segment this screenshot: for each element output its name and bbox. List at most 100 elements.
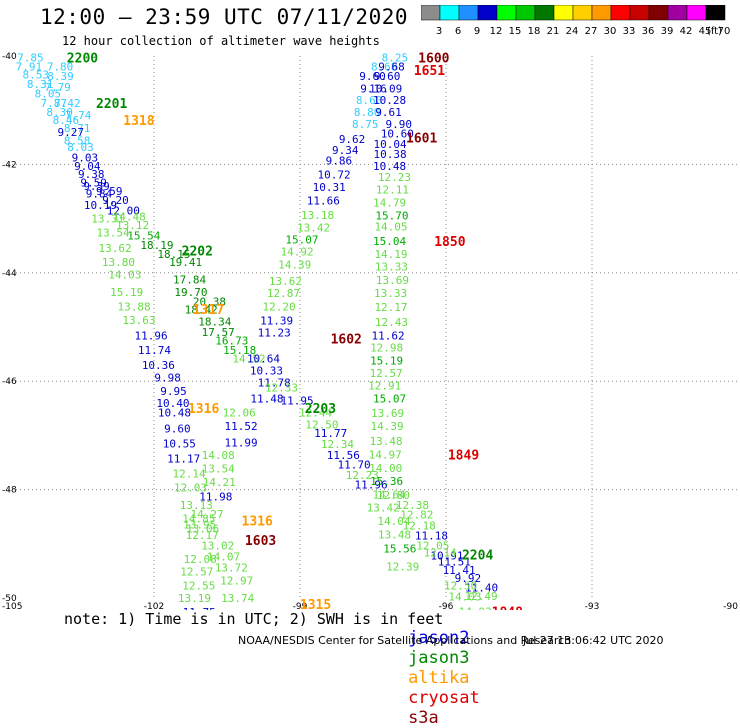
swh-point: 10.72 <box>318 169 351 182</box>
swh-point: 12.14 <box>172 467 205 480</box>
time-label: 2204 <box>462 549 493 564</box>
swh-point: 12.39 <box>386 561 419 574</box>
swh-point: 18.34 <box>198 316 231 329</box>
swh-point: 13.18 <box>301 209 334 222</box>
swh-point: 13.63 <box>122 314 155 327</box>
swh-point: 10.48 <box>373 160 406 173</box>
swh-point: 11.48 <box>250 393 283 406</box>
swh-point: 12.98 <box>370 342 403 355</box>
swh-point: 7.79 <box>44 81 71 94</box>
colorbar-label: 70 <box>718 26 731 37</box>
swh-point: 13.33 <box>375 260 408 273</box>
swh-point: 13.54 <box>97 227 130 240</box>
swh-point: 7.74 <box>65 109 92 122</box>
swh-point: 14.00 <box>369 462 402 475</box>
y-tick-label: -48 <box>2 486 17 496</box>
colorbar-label: 12 <box>490 26 503 37</box>
swh-point: 8.75 <box>352 118 379 131</box>
colorbar-label: 21 <box>547 26 560 37</box>
time-label: 1600 <box>418 52 449 67</box>
swh-point: 15.54 <box>127 229 160 242</box>
swh-point: 12.50 <box>305 419 338 432</box>
time-label: 1315 <box>300 598 331 610</box>
swh-point: 11.17 <box>167 453 200 466</box>
x-tick-label: -96 <box>439 602 454 610</box>
swh-point: 13.33 <box>374 287 407 300</box>
swh-point: 12.80 <box>377 489 410 502</box>
y-tick-label: -40 <box>2 52 17 62</box>
legend-s3a: s3a <box>408 708 439 728</box>
swh-point: 17.57 <box>202 326 235 339</box>
swh-point: 15.36 <box>370 475 403 488</box>
swh-point: 8.03 <box>67 141 94 154</box>
swh-point: 12.49 <box>464 590 497 603</box>
swh-point: 14.21 <box>203 476 236 489</box>
swh-point: 9.60 <box>374 70 401 83</box>
swh-point: 15.04 <box>373 235 406 248</box>
y-tick-label: -44 <box>2 269 17 279</box>
time-label: 1849 <box>448 448 479 463</box>
colorbar-unit: (ft) <box>707 26 722 37</box>
swh-point: 9.03 <box>72 151 99 164</box>
swh-point: 15.19 <box>110 286 143 299</box>
swh-point: 7.91 <box>16 60 43 73</box>
colorbar-label: 15 <box>509 26 522 37</box>
time-label: 2200 <box>67 52 98 67</box>
swh-point: 11.18 <box>415 530 448 543</box>
color-scale-legend: 3 6 9 12 15 18 21 24 27 30 33 36 39 42 45 70(ft) <box>421 5 731 37</box>
timestamp-text: Jul 27 13:06:42 UTC 2020 <box>523 634 664 647</box>
swh-point: 8.80 <box>354 106 381 119</box>
colorbar-label: 36 <box>642 26 655 37</box>
swh-point: 12.33 <box>265 382 298 395</box>
swh-point: 8.39 <box>47 70 74 83</box>
swh-point: 12.17 <box>186 529 219 542</box>
swh-point: 14.97 <box>369 448 402 461</box>
swh-point: 12.87 <box>267 287 300 300</box>
swh-point: 9.59 <box>96 185 123 198</box>
x-tick-label: -93 <box>585 602 600 610</box>
swh-point: 13.88 <box>117 300 150 313</box>
plot-area: -105 -102 -99 -96 -93 -90 -40 -42 -44 -46 -48 -50 7.… <box>2 52 738 610</box>
swh-point: 8.05 <box>35 87 62 100</box>
swh-point: 12.23 <box>346 469 379 482</box>
swh-point: 11.39 <box>260 314 293 327</box>
swh-point: 12.82 <box>400 509 433 522</box>
swh-point: 13.48 <box>370 435 403 448</box>
swh-point: 11.52 <box>225 420 258 433</box>
y-tick-label: -42 <box>2 160 17 170</box>
swh-point: 11.78 <box>258 376 291 389</box>
x-tick-label: -102 <box>144 602 164 610</box>
time-label: 1317 <box>193 303 224 318</box>
swh-point: 8.25 <box>382 52 409 65</box>
time-label: 1603 <box>245 534 276 549</box>
swh-point: 11.74 <box>138 344 171 357</box>
swh-point: 10.36 <box>142 359 175 372</box>
swh-point: 10.38 <box>373 148 406 161</box>
swh-point: 9.16 <box>360 83 387 96</box>
swh-point: 13.12 <box>116 219 149 232</box>
swh-point: 15.07 <box>285 234 318 247</box>
swh-point: 14.27 <box>190 508 223 521</box>
swh-point: 10.04 <box>373 138 406 151</box>
swh-point: 11.98 <box>199 491 232 504</box>
swh-point: 14.05 <box>374 221 407 234</box>
time-label: 1316 <box>242 514 273 529</box>
swh-point: 18.19 <box>140 239 173 252</box>
swh-point: 12.18 <box>403 519 436 532</box>
colorbar-label: 9 <box>474 26 480 37</box>
swh-point: 11.99 <box>225 436 258 449</box>
swh-point: 10.60 <box>381 128 414 141</box>
time-label: 2203 <box>305 402 336 417</box>
x-tick-label: -99 <box>293 602 308 610</box>
colorbar-label: 42 <box>680 26 693 37</box>
swh-point: 12.00 <box>107 204 140 217</box>
swh-point: 11.96 <box>135 330 168 343</box>
swh-point: 12.34 <box>321 438 354 451</box>
swh-point: 12.11 <box>376 183 409 196</box>
swh-point: 9.04 <box>74 160 101 173</box>
swh-point: 13.80 <box>102 256 135 269</box>
swh-point: 14.93 <box>459 606 492 610</box>
swh-point: 10.40 <box>156 397 189 410</box>
time-label: 1601 <box>406 131 437 146</box>
swh-point: 15.19 <box>370 355 403 368</box>
